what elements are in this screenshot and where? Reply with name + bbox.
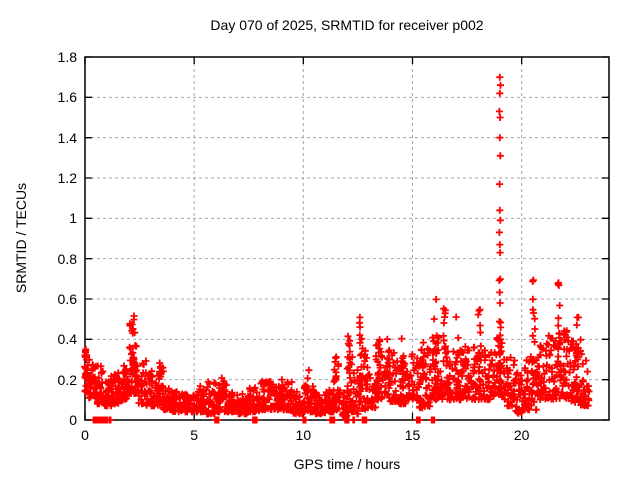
data-points (81, 73, 593, 424)
y-tick-label: 1 (69, 210, 77, 227)
y-tick-label: 0.2 (57, 371, 77, 388)
x-tick-label: 20 (513, 427, 530, 443)
x-tick-label: 5 (190, 427, 199, 443)
y-tick-label: 1.4 (57, 129, 77, 146)
y-tick-label: 1.6 (57, 89, 77, 106)
y-tick-label: 0.8 (57, 250, 77, 267)
y-tick-label: 0 (69, 412, 77, 428)
y-tick-label: 1.2 (57, 170, 77, 186)
x-tick-label: 0 (81, 427, 89, 443)
y-axis-label: SRMTID / TECUs (13, 182, 29, 294)
x-axis-label: GPS time / hours (293, 456, 401, 472)
y-tick-label: 1.8 (57, 49, 77, 65)
y-tick-label: 0.6 (57, 291, 77, 307)
axis-ticks (84, 56, 609, 421)
x-tick-label: 10 (295, 427, 312, 443)
x-tick-label: 15 (404, 427, 421, 443)
chart-title: Day 070 of 2025, SRMTID for receiver p00… (210, 17, 484, 33)
y-tick-label: 0.4 (57, 331, 77, 348)
grid-lines (85, 57, 609, 420)
